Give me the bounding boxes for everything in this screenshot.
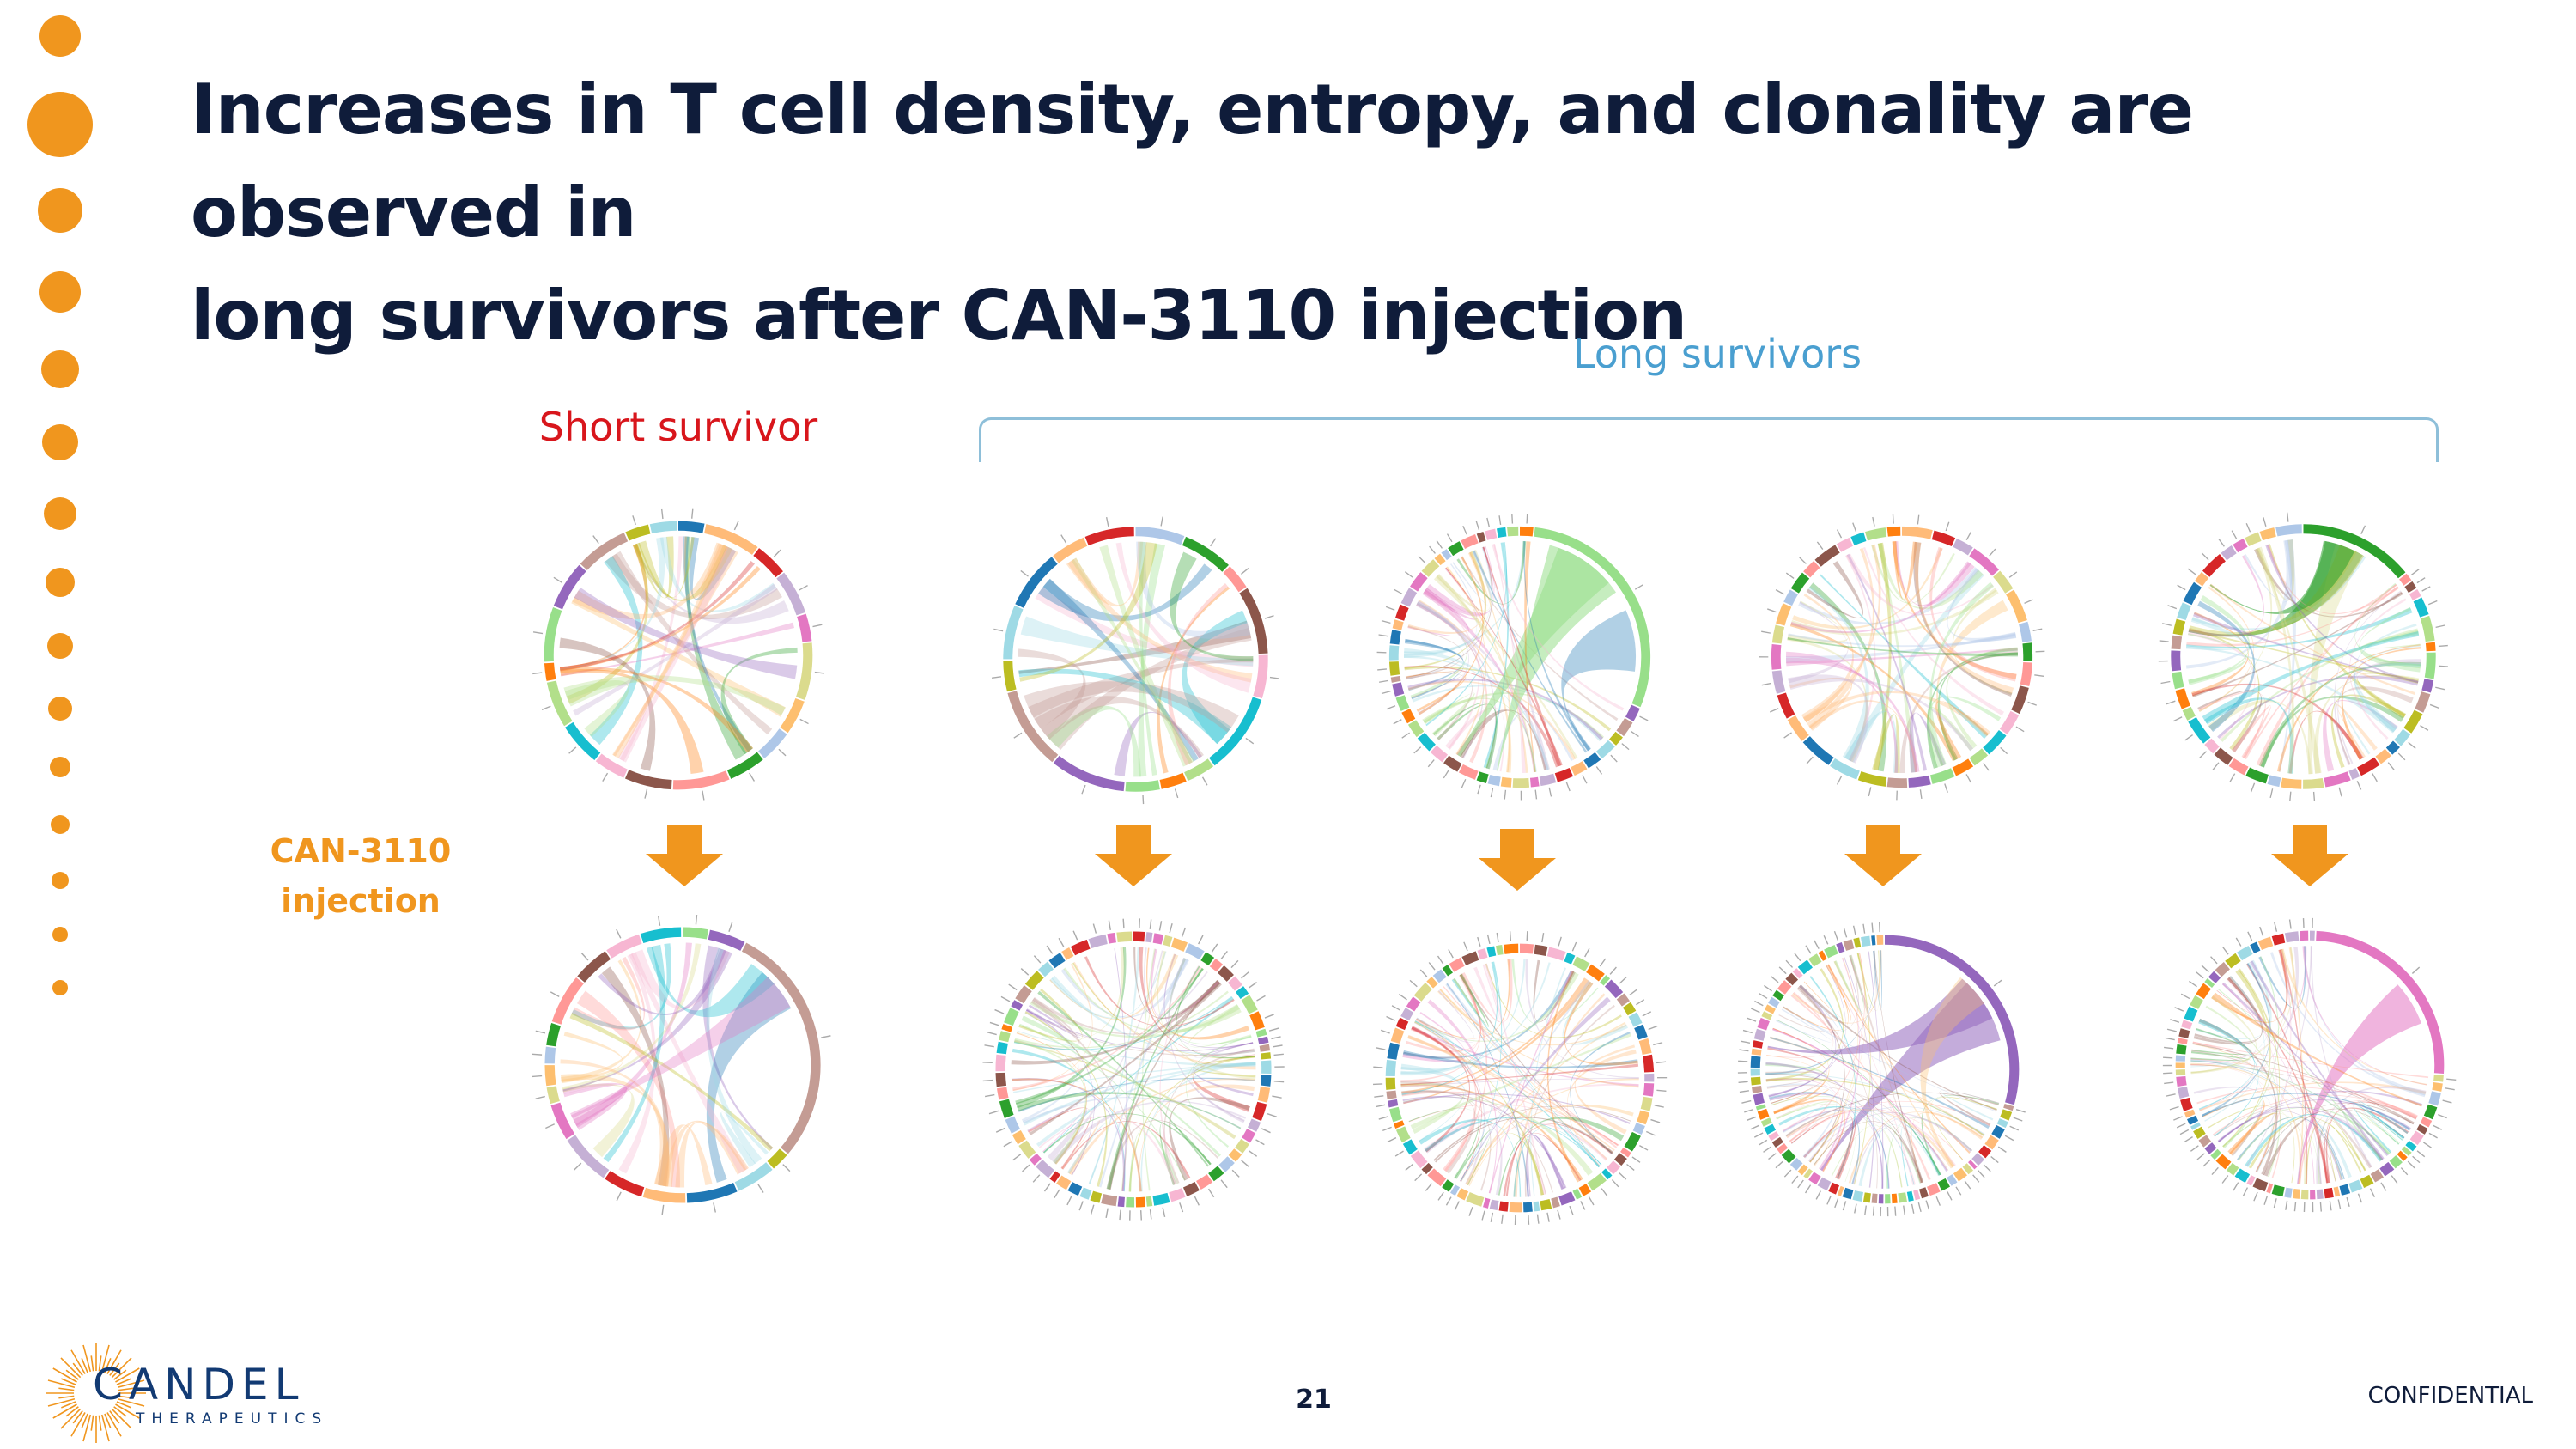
logo-subtitle: THERAPEUTICS [136, 1410, 329, 1428]
short-survivor-label: Short survivor [538, 404, 818, 450]
chord-diagram-long4-pre [2158, 512, 2448, 801]
chord-diagram-long3-pre [1759, 514, 2045, 801]
chord-diagram-long1-post [982, 918, 1285, 1221]
dot [48, 697, 72, 721]
chord-diagram-long1-pre [992, 516, 1279, 805]
dot [42, 424, 78, 460]
dot [52, 872, 69, 889]
dot [50, 757, 70, 777]
chord-diagram-long2-post [1373, 931, 1668, 1226]
injection-label-line-2: injection [281, 882, 440, 920]
injection-label-line-1: CAN-3110 [270, 832, 452, 870]
down-arrow-icon [646, 825, 723, 886]
dot [39, 271, 81, 313]
down-arrow-icon [1095, 825, 1172, 886]
chord-diagram-long4-post [2162, 917, 2457, 1213]
dot [46, 568, 75, 597]
sunburst-icon [46, 1343, 146, 1443]
slide-title: Increases in T cell density, entropy, an… [191, 58, 2543, 368]
dot [27, 92, 93, 157]
candel-logo: CANDEL THERAPEUTICS [43, 1340, 326, 1447]
dot [51, 815, 70, 834]
dot [38, 188, 82, 233]
dot [39, 15, 81, 57]
dot [41, 350, 79, 388]
page-number: 21 [1296, 1385, 1332, 1415]
title-line-1: Increases in T cell density, entropy, an… [191, 70, 2194, 253]
down-arrow-icon [2271, 825, 2348, 886]
title-line-2: long survivors after CAN-3110 injection [191, 276, 1687, 356]
decorative-dots [27, 15, 93, 995]
down-arrow-icon [1479, 829, 1556, 891]
long-survivors-label: Long survivors [1572, 331, 1862, 377]
long-survivors-bracket [979, 417, 2439, 462]
chord-diagram-short-post [532, 914, 831, 1215]
logo-name: CANDEL [93, 1360, 305, 1409]
dot [47, 633, 73, 659]
confidential-label: CONFIDENTIAL [2367, 1383, 2533, 1409]
chord-diagram-long3-post [1737, 922, 2026, 1217]
dot [52, 927, 68, 942]
injection-label: CAN-3110 injection [240, 826, 481, 926]
chord-diagram-short-pre [532, 508, 824, 801]
dot [52, 980, 68, 995]
chord-diagram-long2-pre [1376, 514, 1651, 801]
dot [44, 497, 76, 530]
down-arrow-icon [1844, 825, 1922, 886]
